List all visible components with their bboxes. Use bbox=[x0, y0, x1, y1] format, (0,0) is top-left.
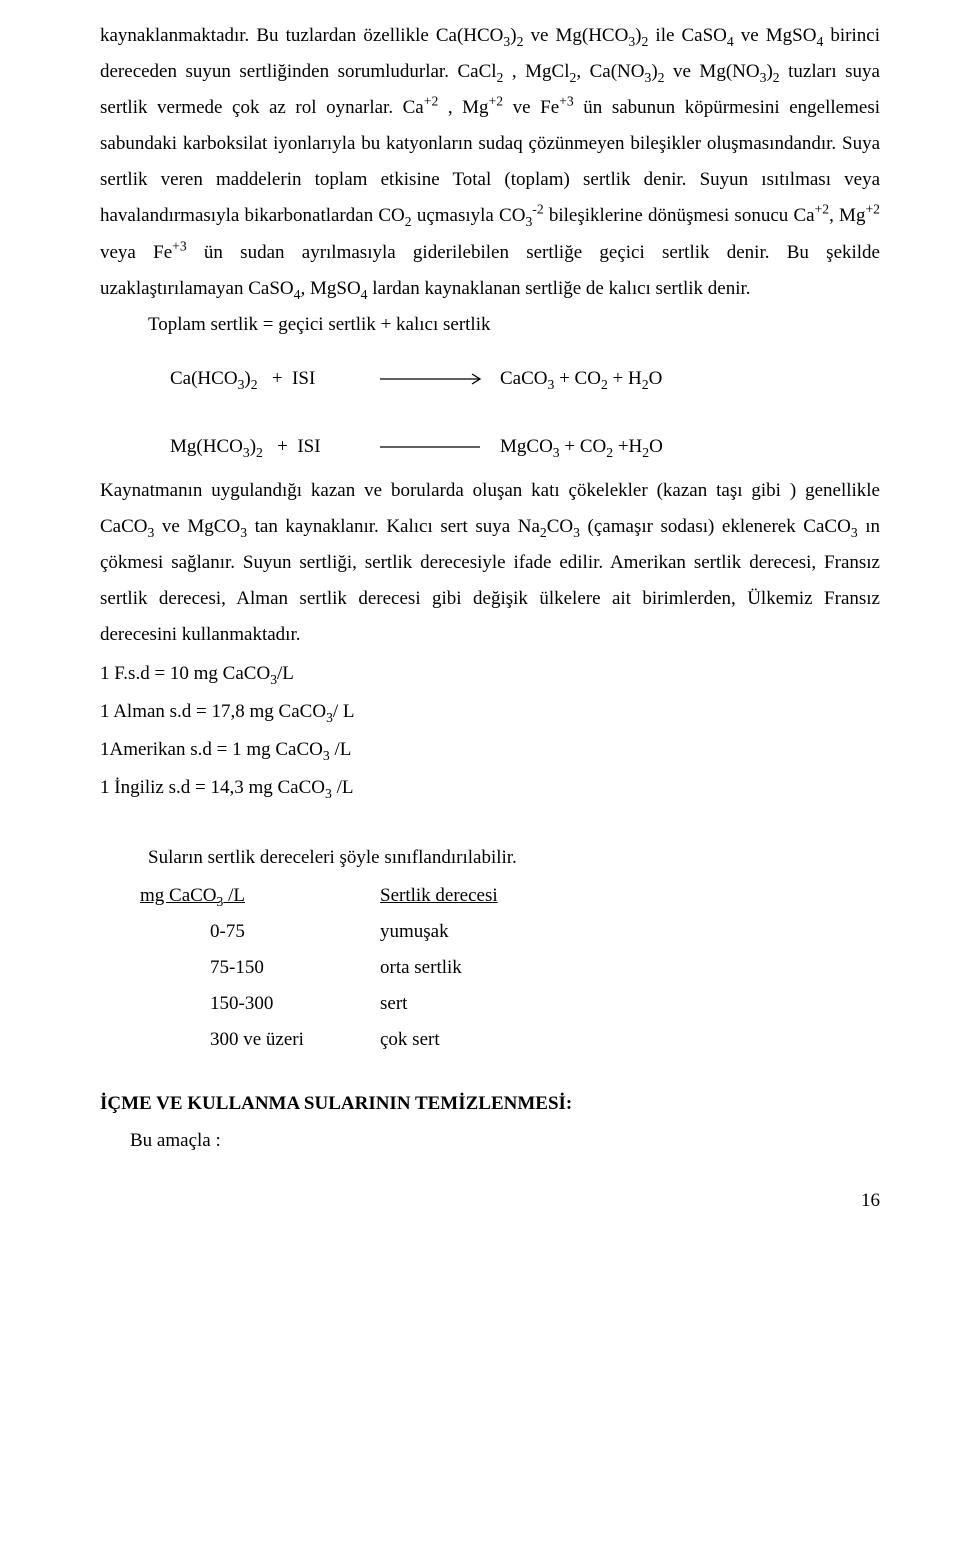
table-header: mg CaCO3 /L Sertlik derecesi bbox=[140, 878, 880, 914]
equation-total: Toplam sertlik = geçici sertlik + kalıcı… bbox=[100, 307, 880, 343]
arrow-icon bbox=[380, 440, 490, 454]
reaction-2-right: MgCO3 + CO2 +H2O bbox=[500, 429, 663, 465]
paragraph-2: Kaynatmanın uygulandığı kazan ve borular… bbox=[100, 473, 880, 653]
table-row: 300 ve üzeriçok sert bbox=[140, 1022, 880, 1058]
section-heading: İÇME VE KULLANMA SULARININ TEMİZLENMESİ: bbox=[100, 1086, 880, 1122]
unit-3: 1Amerikan s.d = 1 mg CaCO3 /L bbox=[100, 732, 880, 768]
section-subline: Bu amaçla : bbox=[100, 1123, 880, 1159]
table-cell-range: 75-150 bbox=[140, 950, 380, 986]
table-cell-range: 300 ve üzeri bbox=[140, 1022, 380, 1058]
table-head-col1: mg CaCO3 /L bbox=[140, 878, 380, 914]
unit-2: 1 Alman s.d = 17,8 mg CaCO3/ L bbox=[100, 694, 880, 730]
paragraph-1: kaynaklanmaktadır. Bu tuzlardan özellikl… bbox=[100, 18, 880, 307]
table-row: 0-75yumuşak bbox=[140, 914, 880, 950]
arrow-icon bbox=[380, 372, 490, 386]
reaction-block: Ca(HCO3)2 + ISI CaCO3 + CO2 + H2O Mg(HCO… bbox=[100, 361, 880, 465]
classification-intro: Suların sertlik dereceleri şöyle sınıfla… bbox=[100, 840, 880, 876]
hardness-table: mg CaCO3 /L Sertlik derecesi 0-75yumuşak… bbox=[140, 878, 880, 1058]
reaction-1-right: CaCO3 + CO2 + H2O bbox=[500, 361, 662, 397]
reaction-2: Mg(HCO3)2 + ISI MgCO3 + CO2 +H2O bbox=[170, 429, 880, 465]
reaction-1: Ca(HCO3)2 + ISI CaCO3 + CO2 + H2O bbox=[170, 361, 880, 397]
reaction-2-left: Mg(HCO3)2 + ISI bbox=[170, 429, 370, 465]
table-head-col2: Sertlik derecesi bbox=[380, 878, 620, 914]
unit-4: 1 İngiliz s.d = 14,3 mg CaCO3 /L bbox=[100, 770, 880, 806]
reaction-1-left: Ca(HCO3)2 + ISI bbox=[170, 361, 370, 397]
page-number: 16 bbox=[100, 1183, 880, 1219]
table-cell-range: 150-300 bbox=[140, 986, 380, 1022]
table-row: 75-150orta sertlik bbox=[140, 950, 880, 986]
unit-1: 1 F.s.d = 10 mg CaCO3/L bbox=[100, 656, 880, 692]
table-cell-label: yumuşak bbox=[380, 914, 620, 950]
table-cell-label: çok sert bbox=[380, 1022, 620, 1058]
table-cell-label: sert bbox=[380, 986, 620, 1022]
table-row: 150-300sert bbox=[140, 986, 880, 1022]
table-cell-label: orta sertlik bbox=[380, 950, 620, 986]
table-cell-range: 0-75 bbox=[140, 914, 380, 950]
